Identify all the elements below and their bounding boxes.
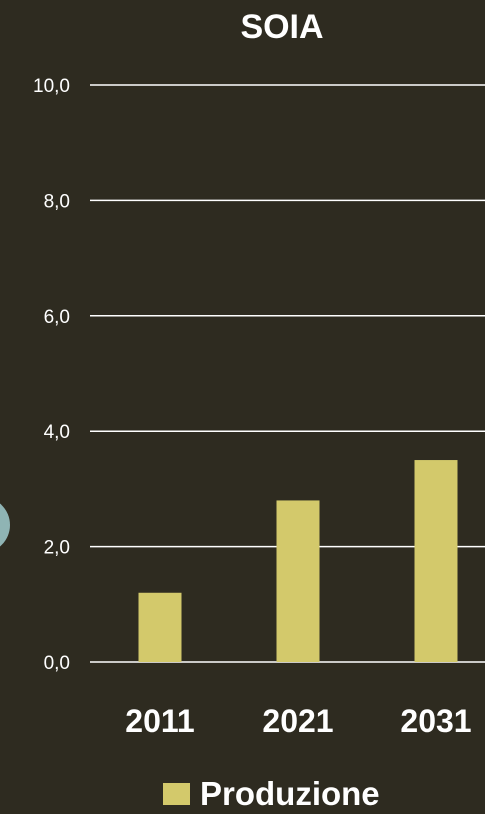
y-tick-label: 0,0 (44, 653, 70, 674)
decorative-circle (0, 503, 10, 547)
y-tick-label: 8,0 (44, 191, 70, 212)
bar-2031 (414, 460, 458, 662)
y-tick-label: 2,0 (44, 538, 70, 559)
y-tick-label: 10,0 (33, 76, 70, 97)
chart-title: SOIA (240, 8, 323, 46)
x-tick-label: 2031 (400, 703, 471, 739)
x-tick-label: 2011 (125, 703, 194, 739)
bars (138, 460, 458, 662)
legend-label: Produzione (200, 775, 380, 812)
y-axis-tick-labels: 0,0 2,0 4,0 6,0 8,0 10,0 (33, 76, 70, 674)
bar-2021 (276, 500, 320, 662)
legend-swatch (163, 783, 190, 805)
y-tick-label: 6,0 (44, 307, 70, 328)
y-tick-label: 4,0 (44, 422, 70, 443)
x-tick-label: 2021 (262, 703, 333, 739)
x-axis-tick-labels: 2011 2021 2031 (125, 703, 471, 739)
bar-2011 (138, 592, 182, 662)
